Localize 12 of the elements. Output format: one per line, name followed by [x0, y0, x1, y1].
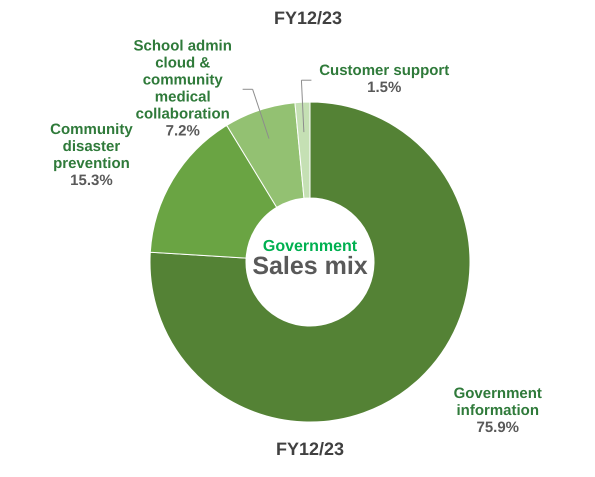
- slice-label: Customer support: [319, 62, 450, 80]
- slice-label: School admin cloud & community medical collaboration: [134, 37, 232, 122]
- text: FY12/23: [276, 439, 344, 459]
- slice-label: Government information: [454, 384, 542, 419]
- slice-label: Community disaster prevention: [50, 121, 134, 172]
- data-label: 75.9%: [476, 418, 520, 436]
- data-label: 7.2%: [166, 122, 200, 140]
- chart-title: FY12/23: [274, 8, 342, 28]
- text: Government: [262, 238, 358, 255]
- data-label: 1.5%: [367, 79, 402, 96]
- data-label: 15.3%: [70, 172, 113, 190]
- text: Sales mix: [252, 252, 368, 280]
